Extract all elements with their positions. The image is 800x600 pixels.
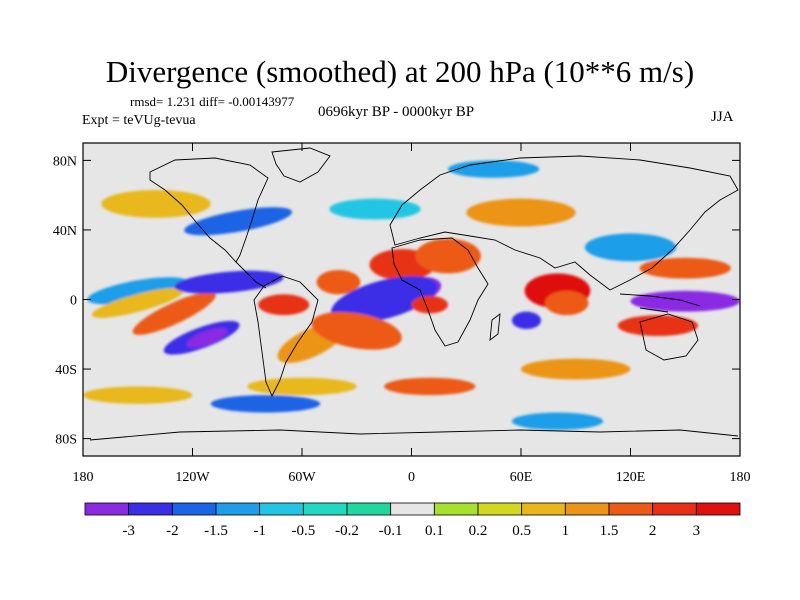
coastline-south-america <box>253 275 319 398</box>
coastline-greenland <box>271 147 331 183</box>
colorbar-swatch <box>128 502 173 516</box>
stats-text: rmsd= 1.231 diff= -0.00143977 <box>130 94 295 109</box>
contour-region <box>83 386 193 404</box>
lat-label: 0 <box>70 294 77 309</box>
colorbar-label: 1 <box>562 523 570 539</box>
colorbar-swatch <box>84 502 130 516</box>
contour-region <box>544 290 589 316</box>
colorbar-label: -3 <box>122 523 135 539</box>
contour-region <box>466 198 576 227</box>
colorbar-label: 3 <box>693 523 701 539</box>
season-label: JJA <box>711 109 734 125</box>
contour-region <box>584 233 677 262</box>
contour-region <box>132 291 216 335</box>
colorbar-swatch <box>346 502 392 516</box>
lat-label: 80S <box>55 433 77 448</box>
contour-region <box>184 207 293 236</box>
coastline-central-america <box>235 261 267 289</box>
contour-region <box>247 377 357 396</box>
contour-region <box>411 296 448 314</box>
colorbar-label: 0.1 <box>425 523 444 539</box>
coastline-maritime-continent <box>619 293 701 313</box>
colorbar-swatch <box>695 502 741 516</box>
lon-label: 120W <box>175 470 210 485</box>
coastline-north-america <box>149 157 269 263</box>
contour-region <box>617 315 699 337</box>
lon-label: 120E <box>616 470 646 485</box>
colorbar-swatch <box>433 502 479 516</box>
colorbar-swatch <box>564 502 610 516</box>
contour-region <box>331 276 438 323</box>
contour-region <box>521 358 631 380</box>
coastline-antarctica <box>89 429 739 441</box>
colorbar-label: -0.2 <box>335 523 359 539</box>
contour-region <box>174 270 284 294</box>
coastline-eurasia <box>389 155 739 291</box>
colorbar-label: -1 <box>253 523 266 539</box>
colorbar-swatch <box>171 502 217 516</box>
lat-label: 40S <box>55 363 77 378</box>
lon-label: 60E <box>510 470 533 485</box>
lon-label: 180 <box>73 470 94 485</box>
contour-region <box>87 277 189 305</box>
lon-label: 60W <box>288 470 316 485</box>
page-title: Divergence (smoothed) at 200 hPa (10**6 … <box>105 54 695 89</box>
axis-ticks <box>82 143 741 456</box>
colorbar-swatch <box>652 502 697 516</box>
colorbar-label: 2 <box>649 523 657 539</box>
contour-region <box>311 311 402 350</box>
colorbar-label: 1.5 <box>600 523 619 539</box>
lat-label: 80N <box>53 154 77 169</box>
contour-region <box>384 377 476 396</box>
contour-region <box>186 327 228 348</box>
coastlines <box>89 147 739 441</box>
period-label: 0696kyr BP - 0000kyr BP <box>318 104 475 120</box>
colorbar-swatch <box>215 502 261 516</box>
colorbar-swatch <box>390 502 435 516</box>
colorbar-swatch <box>477 502 523 516</box>
longitude-labels: 180 120W 60W 0 60E 120E 180 <box>73 470 751 485</box>
lat-label: 40N <box>53 224 77 239</box>
colorbar-label: -0.1 <box>379 523 403 539</box>
contour-region <box>329 198 421 220</box>
contour-region <box>448 160 540 178</box>
contour-region <box>210 395 321 413</box>
colorbar-labels: -3 -2 -1.5 -1 -0.5 -0.2 -0.1 0.1 0.2 0.5 1 1.5 2 3 <box>122 523 700 539</box>
contour-region <box>91 288 184 318</box>
lon-label: 180 <box>730 470 751 485</box>
colorbar-label: 0.5 <box>512 523 531 539</box>
contour-region <box>511 412 604 430</box>
contour-region <box>258 294 310 316</box>
lon-label: 0 <box>408 470 415 485</box>
contour-region <box>101 189 211 218</box>
colorbar-swatch <box>521 502 566 516</box>
coastline-australia <box>639 313 699 361</box>
colorbar-label: -1.5 <box>204 523 228 539</box>
coastline-africa <box>391 237 489 347</box>
contour-region <box>639 257 731 279</box>
colorbar-swatch <box>259 502 304 516</box>
experiment-label: Expt = teVUg-tevua <box>82 113 196 128</box>
colorbar <box>84 502 741 516</box>
colorbar-label: 0.2 <box>469 523 488 539</box>
colorbar-swatch <box>608 502 654 516</box>
colorbar-swatch <box>302 502 348 516</box>
contour-region <box>316 269 361 295</box>
colorbar-label: -2 <box>166 523 179 539</box>
colorbar-label: -0.5 <box>291 523 315 539</box>
latitude-labels: 80N 40N 0 40S 80S <box>53 154 77 447</box>
contour-field <box>83 160 740 430</box>
contour-region <box>511 311 542 330</box>
coastline-madagascar <box>489 313 501 341</box>
